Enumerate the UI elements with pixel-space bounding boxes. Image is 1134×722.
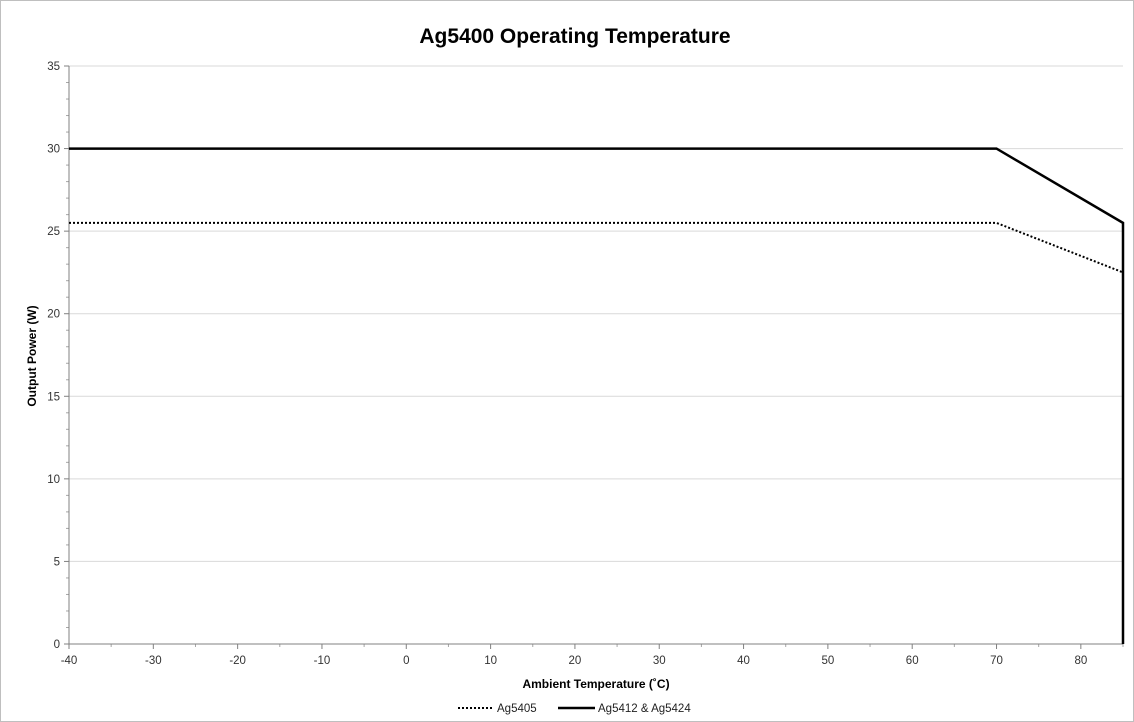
x-tick-label: 80 — [1074, 655, 1087, 667]
x-tick-label: -10 — [314, 655, 331, 667]
legend: Ag5405 Ag5412 & Ag5424 — [458, 703, 691, 715]
legend-label-1: Ag5405 — [497, 703, 537, 715]
x-tick-label: 30 — [653, 655, 666, 667]
x-tick-label: 20 — [569, 655, 582, 667]
y-tick-label: 20 — [47, 309, 60, 321]
x-tick-label: 10 — [484, 655, 497, 667]
axes: 0 5 10 15 20 25 30 35 -40 -30 -20 -10 0 10 20 30 40 50 60 7… — [47, 61, 1124, 667]
y-tick-label: 5 — [54, 556, 60, 568]
y-tick-label: 15 — [47, 391, 60, 403]
chart-title: Ag5400 Operating Temperature — [419, 25, 730, 48]
x-tick-label: 60 — [906, 655, 919, 667]
x-tick-label: -40 — [61, 655, 78, 667]
x-tick-label: 50 — [821, 655, 834, 667]
series-line-2 — [69, 147, 1125, 644]
y-tick-label: 30 — [47, 144, 60, 156]
legend-label-2: Ag5412 & Ag5424 — [598, 703, 691, 715]
y-tick-label: 35 — [47, 61, 60, 73]
x-tick-label: -30 — [145, 655, 162, 667]
x-tick-label: 40 — [737, 655, 750, 667]
y-axis-label: Output Power (W) — [25, 305, 39, 406]
series-line-1 — [69, 221, 1124, 274]
x-tick-label: 0 — [403, 655, 409, 667]
y-tick-label: 25 — [47, 226, 60, 238]
x-tick-label: 70 — [990, 655, 1003, 667]
x-tick-label: -20 — [229, 655, 246, 667]
x-axis-label: Ambient Temperature (˚C) — [522, 677, 669, 691]
y-tick-label: 10 — [47, 474, 60, 486]
y-tick-label: 0 — [54, 639, 60, 651]
data-series — [69, 147, 1125, 644]
